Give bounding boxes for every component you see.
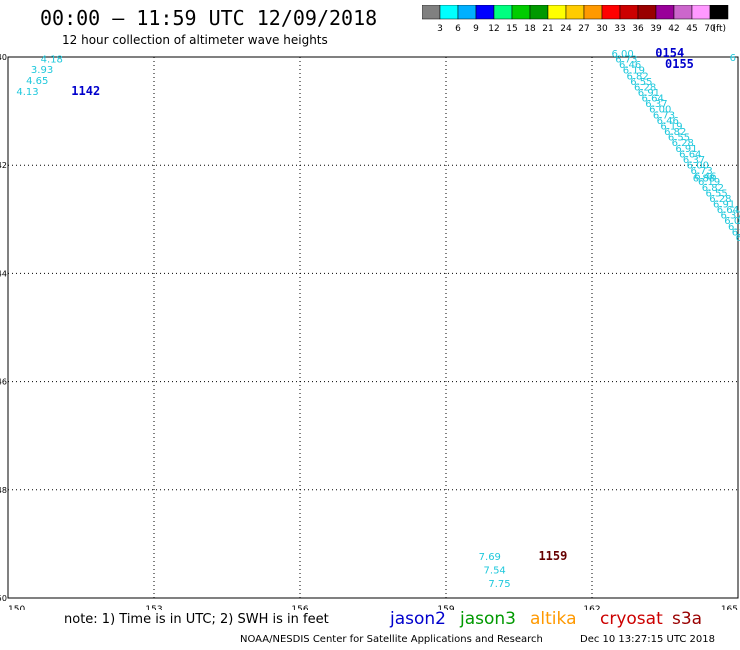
edge-wave-label: 6 [730,53,736,64]
track-wave-mark: 6.28 [672,138,694,149]
track-time-label: 1159 [538,549,567,563]
track-wave-mark: 6.64 [642,94,664,105]
footer-organization: NOAA/NESDIS Center for Satellite Applica… [240,634,543,645]
footer-generated-date: Dec 10 13:27:15 UTC 2018 [580,634,715,645]
track-wave-mark: 6.28 [709,194,731,205]
wave-height-label: 7.69 [479,552,501,563]
page-subtitle: 12 hour collection of altimeter wave hei… [62,33,328,47]
y-tick-label: -40 [0,53,7,62]
colorbar-label: 30 [596,24,608,34]
colorbar-label: 70 [704,24,716,34]
track-wave-mark: 6.19 [736,233,740,244]
track-wave-mark: 6.19 [623,66,645,77]
track-wave-mark: 6.55 [705,188,727,199]
track-wave-mark: 6.37 [721,211,740,222]
track-wave-mark: 6.91 [713,199,735,210]
legend-jason3: jason3 [460,609,516,629]
colorbar-label: 15 [506,24,517,34]
track-wave-mark: 6.46 [732,227,740,238]
map-plot: 150 153 156 159 162 165 -40 -42 -44 -46 -48 -50 6.00… [0,46,740,610]
track-wave-mark: 6.00 [649,105,671,116]
y-tick-label: -48 [0,486,7,495]
colorbar-label: 27 [578,24,589,34]
wave-height-label: 4.65 [26,76,48,87]
legend-jason2: jason2 [390,609,446,629]
wave-height-label: 3.93 [31,65,53,76]
track-wave-mark: 6.55 [668,133,690,144]
colorbar-label: 12 [488,24,499,34]
colorbar-unit: (ft) [712,24,726,34]
colorbar-label: 24 [560,24,572,34]
track-time-label: 0154 [655,46,684,60]
track-wave-mark: 6.37 [683,155,705,166]
x-tick-label: 150 [8,605,25,610]
track-wave-mark: 6.73 [728,222,740,233]
track-wave-mark: 6.46 [619,60,641,71]
colorbar-label: 18 [524,24,536,34]
track-wave-mark: 6.82 [702,183,724,194]
track-wave-mark: 6.19 [698,177,720,188]
colorbar-label: 39 [650,24,662,34]
track-wave-mark: 6.28 [634,82,656,93]
colorbar-label: 36 [632,24,644,34]
track-time-label: 1142 [71,84,100,98]
track-wave-mark: 6.46 [657,116,679,127]
track-wave-mark: 6.73 [690,166,712,177]
track-wave-mark: 6.64 [679,149,701,160]
colorbar-label: 9 [473,24,479,34]
track-wave-mark: 6.55 [630,77,652,88]
x-tick-label: 156 [291,605,308,610]
track-wave-mark: 6.73 [615,55,637,66]
colorbar-label: 45 [686,24,697,34]
y-tick-label: -44 [0,269,7,278]
colorbar-label: 42 [668,24,679,34]
track-wave-mark: 6.91 [638,88,660,99]
legend-altika: altika [530,609,577,629]
satellite-track-band: 6.006.736.466.196.826.556.286.916.646.37… [611,49,740,244]
colorbar-label: 33 [614,24,625,34]
wave-height-label: 4.13 [16,87,38,98]
colorbar-swatch [709,5,729,20]
colorbar-label: 3 [437,24,443,34]
wave-height-label: 6.88 [693,173,715,184]
wave-height-label: 4.18 [41,54,63,65]
track-wave-mark: 6.82 [627,71,649,82]
track-wave-mark: 6.00 [687,160,709,171]
x-tick-label: 159 [437,605,454,610]
track-time-label: 0155 [665,57,694,71]
track-wave-mark: 6.73 [653,110,675,121]
x-tick-label: 162 [583,605,600,610]
colorbar: 3 6 9 12 15 18 21 24 27 30 33 36 39 42 45 70(ft) [422,5,729,34]
x-tick-label: 165 [721,605,738,610]
track-wave-mark: 6.64 [717,205,739,216]
y-tick-label: -42 [0,161,7,170]
map-frame [7,56,739,599]
track-wave-mark: 6.00 [611,49,633,60]
track-wave-mark: 6.19 [660,121,682,132]
legend-cryosat: cryosat [600,609,663,629]
y-tick-label: -46 [0,378,7,387]
track-wave-mark: 6.91 [675,144,697,155]
wave-height-label: 7.75 [488,579,510,590]
wave-height-label: 7.54 [484,566,506,577]
page-title: 00:00 – 11:59 UTC 12/09/2018 [40,6,378,30]
track-wave-mark: 6.46 [694,172,716,183]
x-tick-label: 153 [145,605,162,610]
track-wave-mark: 6.37 [645,99,667,110]
y-tick-label: -50 [0,594,7,603]
footer-note: note: 1) Time is in UTC; 2) SWH is in fe… [64,612,329,627]
legend-s3a: s3a [672,609,703,629]
colorbar-label: 6 [455,24,461,34]
track-wave-mark: 6.00 [724,216,740,227]
track-wave-mark: 6.82 [664,127,686,138]
colorbar-label: 21 [542,24,553,34]
